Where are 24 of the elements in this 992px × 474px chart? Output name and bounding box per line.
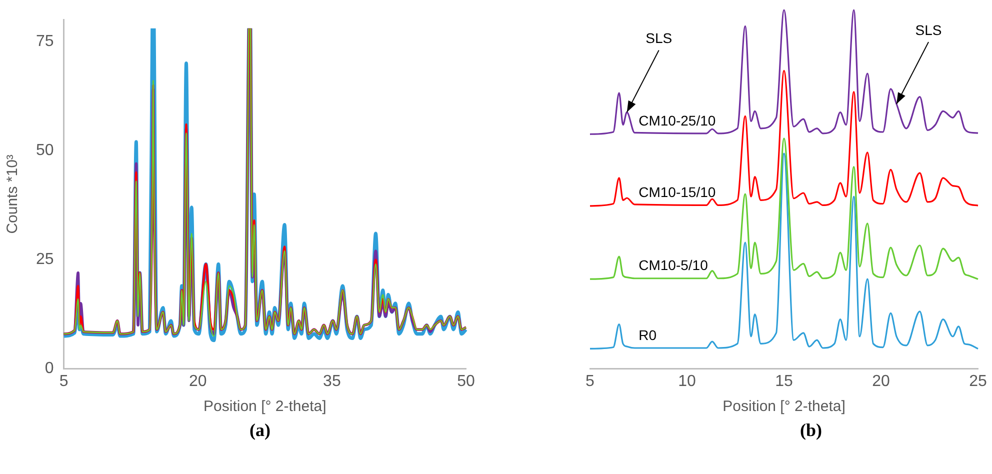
series-label: CM10-5/10 <box>638 257 708 274</box>
x-axis-title: Position [° 2-theta] <box>722 398 846 416</box>
x-tick-label: 5 <box>586 372 595 390</box>
series-label: CM10-15/10 <box>638 184 716 200</box>
annotation: SLS <box>646 30 672 46</box>
series-label: CM10-25/10 <box>638 112 716 128</box>
text: (a) <box>248 420 272 441</box>
x-tick-label: 50 <box>457 372 475 390</box>
y-tick-label: 75 <box>36 32 54 50</box>
x-tick-label: 35 <box>323 372 341 390</box>
x-axis-title: Position [° 2-theta] <box>204 398 326 416</box>
x-tick-label: 10 <box>678 372 696 390</box>
y-tick-label: 25 <box>36 251 54 268</box>
x-tick-label: 15 <box>775 372 793 390</box>
y-tick-label: 50 <box>36 142 54 159</box>
y-tick-label: 0 <box>44 360 54 378</box>
y-axis-title: Counts *10³ <box>4 154 22 234</box>
series-label: R0 <box>638 326 657 343</box>
x-tick-label: 5 <box>59 372 68 390</box>
text: (b) <box>799 420 823 441</box>
x-tick-label: 20 <box>872 372 890 390</box>
x-tick-label: 25 <box>969 372 987 390</box>
annotation: SLS <box>915 22 942 38</box>
x-tick-label: 20 <box>188 372 207 390</box>
